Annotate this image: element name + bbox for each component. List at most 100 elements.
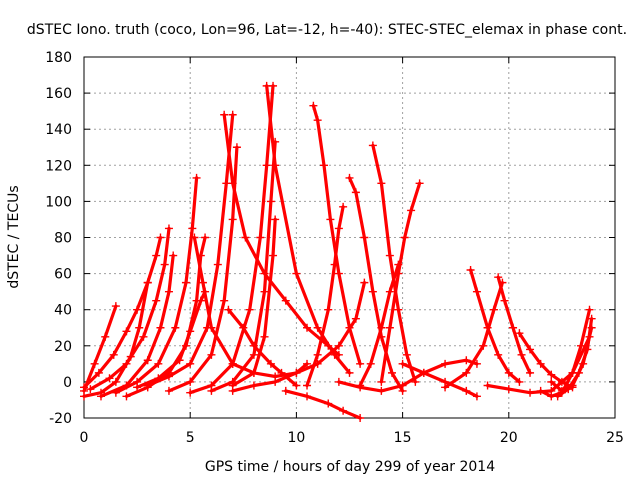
data-point	[377, 179, 386, 188]
data-point	[536, 386, 545, 395]
data-point	[249, 381, 258, 390]
data-point	[224, 305, 233, 314]
data-point	[334, 341, 343, 350]
data-point	[360, 233, 369, 242]
x-tick-label: 15	[394, 430, 412, 446]
data-point	[292, 368, 301, 377]
series-line	[99, 253, 175, 398]
data-point	[398, 359, 407, 368]
y-tick-label: 80	[54, 231, 72, 247]
data-point	[152, 296, 161, 305]
data-point	[186, 359, 195, 368]
data-point	[394, 305, 403, 314]
data-point	[94, 368, 103, 377]
data-point	[245, 305, 254, 314]
data-point	[190, 233, 199, 242]
data-point	[143, 381, 152, 390]
data-point	[169, 251, 178, 260]
data-point	[228, 359, 237, 368]
data-point	[472, 359, 481, 368]
data-point	[504, 385, 513, 394]
series-arc	[345, 173, 407, 395]
x-tick-label: 20	[500, 430, 518, 446]
data-point	[207, 323, 216, 332]
series-line	[167, 145, 239, 393]
data-point	[334, 224, 343, 233]
x-axis-tick-labels: 0 5 10 15 20 25	[80, 430, 624, 446]
data-point	[303, 323, 312, 332]
series-line	[496, 275, 532, 375]
series-arc	[494, 273, 535, 377]
data-point	[111, 377, 120, 386]
data-point	[583, 345, 592, 354]
data-point	[385, 287, 394, 296]
data-point	[377, 386, 386, 395]
y-tick-label: 60	[54, 267, 72, 283]
data-point	[156, 233, 165, 242]
data-point	[339, 406, 348, 415]
data-point	[466, 265, 475, 274]
data-point	[334, 269, 343, 278]
data-point	[309, 101, 318, 110]
data-point	[164, 372, 173, 381]
data-point	[201, 233, 210, 242]
series-arc	[377, 179, 424, 386]
data-point	[271, 161, 280, 170]
data-point	[122, 359, 131, 368]
data-point	[313, 323, 322, 332]
y-tick-label: 180	[45, 50, 72, 66]
data-point	[220, 296, 229, 305]
data-point	[164, 386, 173, 395]
series-arc	[220, 110, 343, 359]
x-axis-label: GPS time / hours of day 299 of year 2014	[205, 459, 495, 475]
data-point	[517, 350, 526, 359]
data-point	[577, 341, 586, 350]
series-arc	[536, 305, 594, 401]
data-point	[356, 383, 365, 392]
series-line	[305, 205, 345, 388]
data-point	[186, 327, 195, 336]
data-point	[156, 323, 165, 332]
series-arc	[143, 110, 237, 390]
data-point	[483, 381, 492, 390]
data-point	[171, 323, 180, 332]
data-point	[154, 359, 163, 368]
data-point	[366, 359, 375, 368]
y-axis-label: dSTEC / TECUs	[6, 185, 22, 288]
data-point	[400, 233, 409, 242]
data-point	[260, 332, 269, 341]
data-point	[213, 260, 222, 269]
data-point	[228, 110, 237, 119]
data-point	[398, 381, 407, 390]
data-point	[500, 296, 509, 305]
series-arc	[228, 278, 369, 395]
series-arc	[466, 265, 524, 386]
y-tick-label: 100	[45, 194, 72, 210]
data-point	[139, 332, 148, 341]
y-axis-tick-labels: -20 0 20 40 60 80 100 120 140 160 180	[45, 50, 72, 427]
data-point	[377, 323, 386, 332]
data-point	[504, 368, 513, 377]
data-point	[260, 287, 269, 296]
data-point	[186, 377, 195, 386]
data-point	[133, 305, 142, 314]
data-point	[394, 269, 403, 278]
data-point	[101, 332, 110, 341]
data-point	[269, 251, 278, 260]
data-point	[494, 273, 503, 282]
series-line	[222, 113, 341, 357]
data-point	[175, 356, 184, 365]
series-arc	[164, 143, 241, 395]
x-tick-label: 0	[80, 430, 89, 446]
data-point	[368, 287, 377, 296]
data-point	[345, 368, 354, 377]
data-point	[385, 323, 394, 332]
data-point	[186, 388, 195, 397]
data-point	[526, 345, 535, 354]
data-point	[271, 215, 280, 224]
data-point	[262, 81, 271, 90]
data-point	[181, 278, 190, 287]
data-point	[462, 386, 471, 395]
series-line	[443, 281, 504, 389]
